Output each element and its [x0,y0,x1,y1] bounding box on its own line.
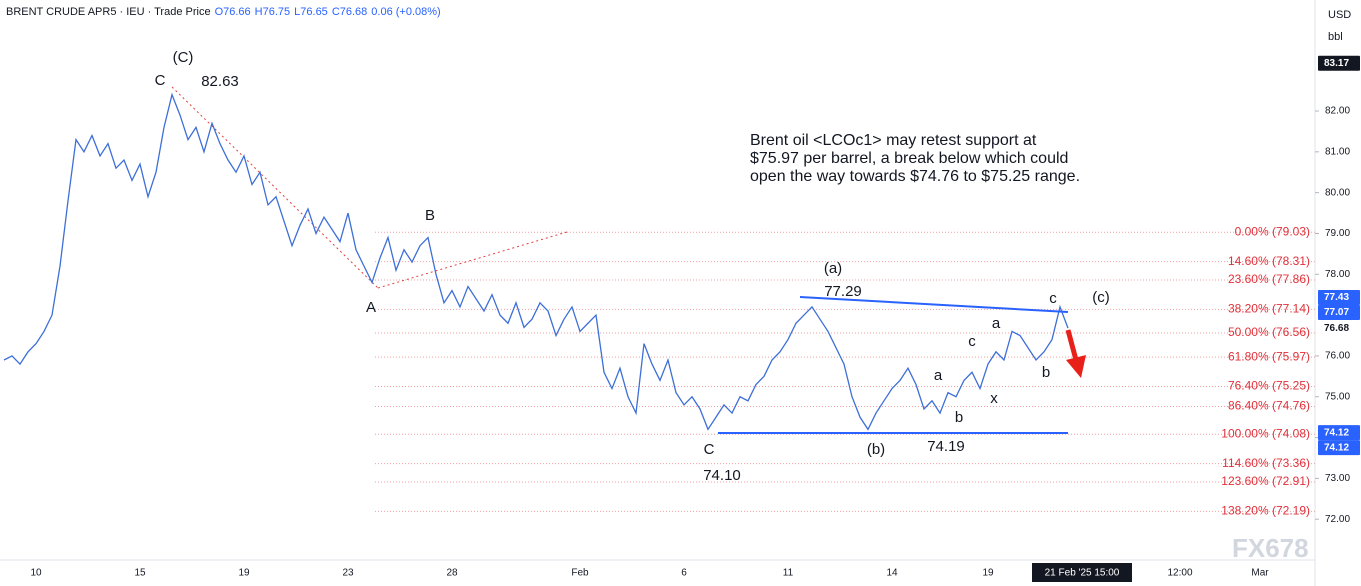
symbol: BRENT CRUDE APR5 · IEU · Trade Price [6,6,211,18]
fib-label: 100.00% (74.08) [1221,426,1310,440]
price-tag-label: 76.68 [1324,323,1349,334]
x-tick-label: 19 [238,568,250,579]
wave-label: B [425,207,435,224]
fib-label: 114.60% (73.36) [1222,456,1310,470]
wave-label: C [155,72,166,89]
price-tag-label: 83.17 [1324,58,1349,69]
down-arrow [1065,329,1086,378]
price-tag-label: 74.12 [1324,427,1349,438]
price-tag [1318,55,1360,71]
price-tag [1318,320,1360,336]
x-tick-label: 19 [982,568,994,579]
currency: USD [1328,9,1351,21]
x-tick-label: 6 [681,568,687,579]
ohlc: 0.06 (+0.08%) [371,6,441,18]
fib-label: 38.20% (77.14) [1228,302,1310,316]
x-tick-label: 14 [886,568,898,579]
ohlc: L76.65 [294,6,328,18]
y-tick-label: 76.00 [1325,351,1350,362]
y-tick-label: 81.00 [1325,146,1350,157]
fib-label: 23.60% (77.86) [1228,272,1310,286]
wave-label: c [1049,290,1057,307]
x-tick-label: 10 [30,568,42,579]
y-tick-label: 80.00 [1325,187,1350,198]
ohlc: O76.66 [214,6,251,18]
fib-label: 61.80% (75.97) [1228,349,1310,363]
price-line [3,92,1069,431]
watermark: FX678 [1232,533,1309,563]
x-tick-label: Feb [571,568,589,579]
ohlc: H76.75 [254,6,291,18]
price-tag-label: 77.43 [1324,292,1349,303]
resistance-line [799,296,1069,313]
unit: bbl [1328,31,1343,43]
y-tick-label: 78.00 [1325,269,1350,280]
price-tag-label: 77.07 [1324,307,1349,318]
crosshair-time-box [1032,563,1132,582]
wave-label: (b) [867,441,885,458]
price-tag [1318,440,1360,456]
fib-label: 138.20% (72.19) [1221,504,1310,518]
y-tick-label: 72.00 [1325,514,1350,525]
x-tick-label: 23 [342,568,354,579]
note-line: Brent oil <LCOc1> may retest support at [750,132,1037,149]
wave-label: 74.19 [927,438,965,455]
x-tick-label: 21 Feb '25 15:00 [1045,568,1120,579]
wave-label: a [934,367,943,384]
x-tick-label: 15 [134,568,146,579]
wave-label: b [1042,364,1050,381]
note-line: $75.97 per barrel, a break below which c… [750,150,1068,167]
wave-label: 82.63 [201,73,239,90]
fib-levels: 0.00% (79.03) 14.60% (78.31) 23.60% (77.86… [375,224,1315,518]
wave-label: a [992,315,1001,332]
y-tick-label: 73.00 [1325,473,1350,484]
fib-label: 76.40% (75.25) [1228,379,1310,393]
y-tick-label: 82.00 [1325,106,1350,117]
wave-label: 74.10 [703,467,741,484]
wave-label: (c) [1092,289,1110,306]
fib-label: 86.40% (74.76) [1228,399,1310,413]
fib-label: 14.60% (78.31) [1228,254,1310,268]
x-tick-label: 12:00 [1167,568,1192,579]
wave-label: (a) [824,260,842,277]
price-tag-label: 74.12 [1324,442,1349,453]
note-line: open the way towards $74.76 to $75.25 ra… [750,168,1080,185]
price-tag [1318,305,1360,321]
legend-header: BRENT CRUDE APR5 · IEU · Trade Price O76.… [6,6,445,18]
price-tag [1318,425,1360,441]
wave-label: 77.29 [824,283,862,300]
wave-label: (C) [173,49,194,66]
wave-label: x [990,390,998,407]
wave-label: A [366,299,376,316]
fib-label: 123.60% (72.91) [1221,474,1310,488]
x-tick-label: Mar [1251,568,1269,579]
wave-label: c [968,333,976,350]
plot [3,92,1069,431]
fib-label: 0.00% (79.03) [1235,224,1310,238]
x-tick-label: 11 [783,568,794,579]
ohlc: C76.68 [331,6,368,18]
y-tick-label: 79.00 [1325,228,1350,239]
x-tick-label: 28 [446,568,458,579]
fib-label: 50.00% (76.56) [1228,325,1310,339]
wave-label: b [955,409,963,426]
y-tick-label: 75.00 [1325,391,1350,402]
price-tag [1318,290,1360,306]
wave-label: C [704,441,715,458]
